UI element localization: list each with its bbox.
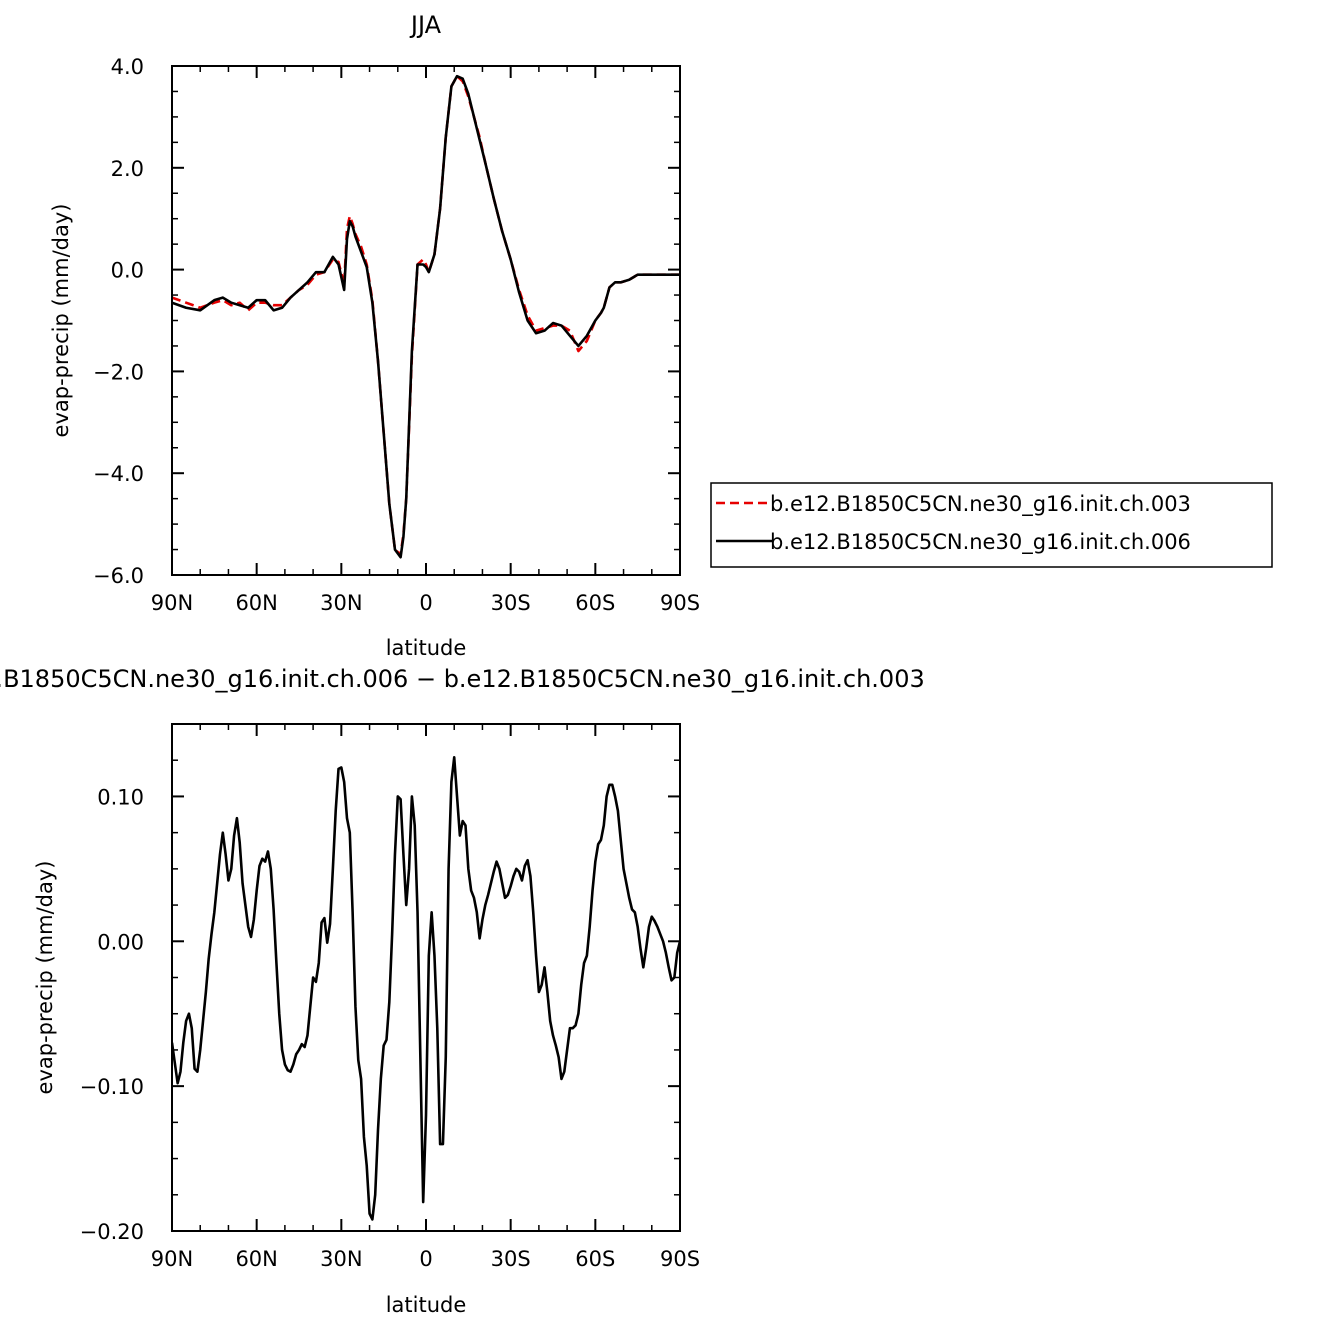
panel2-x-tick-label: 90N [151,1247,193,1271]
panel1-x-tick-label: 90N [151,591,193,615]
panel2-x-tick-label: 60S [575,1247,615,1271]
panel1-y-tick-label: −6.0 [93,564,144,588]
legend-label-2: b.e12.B1850C5CN.ne30_g16.init.ch.006 [770,530,1191,555]
panel1-series-2-line [172,74,680,559]
panel1-plot-frame [171,65,681,576]
panel1-x-axis-label: latitude [386,636,467,660]
panel2-x-axis-label: latitude [386,1293,467,1317]
panel2-x-tick-label: 60N [235,1247,277,1271]
panel1-y-tick-label: 0.0 [111,259,144,283]
panel2-x-tick-label: 30S [491,1247,531,1271]
panel2-x-tick-label: 0 [419,1247,432,1271]
legend-label-1: b.e12.B1850C5CN.ne30_g16.init.ch.003 [770,492,1191,517]
panel1-x-tick-label: 90S [660,591,700,615]
panel1-y-tick-label: −4.0 [93,462,144,486]
panel1-x-tick-label: 0 [419,591,432,615]
bottom-panel: b.e12.B1850C5CN.ne30_g16.init.ch.006 − b… [0,665,925,1317]
panel2-y-tick-label: 0.00 [97,930,144,954]
panel1-series-1-line [172,74,680,556]
panel2-y-tick-label: −0.10 [80,1075,144,1099]
panel2-series-1-line [172,756,680,1221]
panel1-x-tick-label: 30N [320,591,362,615]
panel2-y-tick-label: −0.20 [80,1220,144,1244]
panel2-title: b.e12.B1850C5CN.ne30_g16.init.ch.006 − b… [0,665,925,693]
panel1-y-tick-label: 2.0 [111,157,144,181]
panel1-x-tick-label: 60N [235,591,277,615]
panel2-x-tick-label: 90S [660,1247,700,1271]
panel1-y-tick-label: −2.0 [93,360,144,384]
legend: b.e12.B1850C5CN.ne30_g16.init.ch.003 b.e1… [710,482,1273,568]
panel1-y-tick-label: 4.0 [111,55,144,79]
panel1-x-tick-label: 30S [491,591,531,615]
panel1-title: JJA [409,11,442,39]
panel2-x-tick-label: 30N [320,1247,362,1271]
legend-box [710,482,1273,568]
top-panel: JJA 90N 60N 30N 0 30S 60S 90S −6.0 −4.0 −2.0 0.0 2.0… [49,11,700,660]
panel1-y-axis-label: evap-precip (mm/day) [49,204,73,438]
panel1-x-tick-label: 60S [575,591,615,615]
panel2-y-axis-label: evap-precip (mm/day) [33,861,57,1095]
panel2-y-tick-label: 0.10 [97,785,144,809]
